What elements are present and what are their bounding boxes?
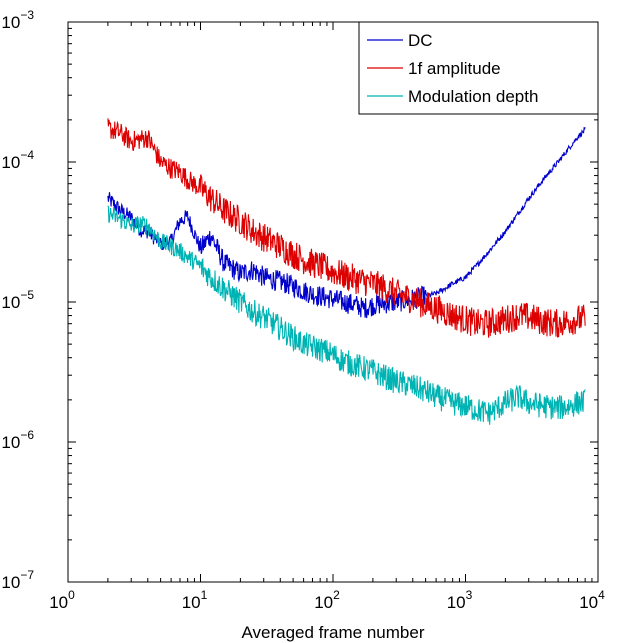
y-tick-label: 10−7 [1, 568, 34, 592]
series-line-3 [107, 205, 586, 425]
legend-label: Modulation depth [408, 87, 538, 106]
legend-label: DC [408, 31, 433, 50]
series-line-2 [107, 118, 586, 338]
y-tick-label: 10−6 [1, 428, 34, 452]
x-axis-label: Averaged frame number [241, 623, 424, 642]
series-layer [107, 118, 586, 425]
y-tick-label: 10−4 [1, 148, 34, 172]
x-tick-label: 104 [579, 588, 605, 612]
legend: DC 1f amplitude Modulation depth [358, 21, 599, 115]
x-tick-label: 103 [447, 588, 473, 612]
labels-layer: 100 101 102 103 104 10−7 10−6 10−5 10−4 10−3 [1, 8, 605, 612]
y-tick-label: 10−3 [1, 8, 34, 32]
legend-label: 1f amplitude [408, 59, 501, 78]
x-tick-label: 102 [314, 588, 340, 612]
series-line-1 [107, 126, 586, 319]
x-tick-label: 101 [182, 588, 208, 612]
x-tick-label: 100 [49, 588, 75, 612]
y-tick-label: 10−5 [1, 288, 34, 312]
